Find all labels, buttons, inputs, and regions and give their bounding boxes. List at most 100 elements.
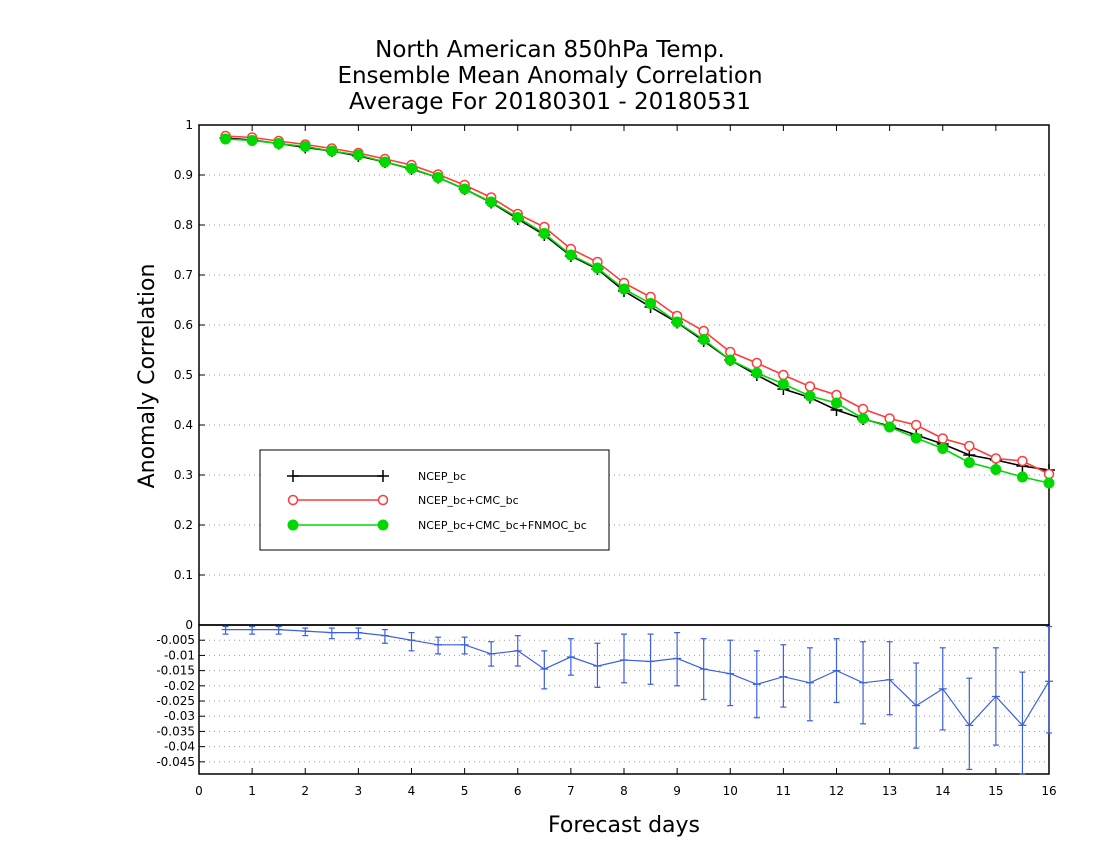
top-y-tick-label: 1 [185,118,193,132]
series-point-ncep-bc-cmc-bc-fnmoc-bc [645,298,657,309]
legend-marker-ncep-bc-cmc-bc [287,494,299,506]
series-point-ncep-bc-cmc-bc-fnmoc-bc [512,212,524,223]
series-point-ncep-bc-cmc-bc-fnmoc-bc [990,464,1002,475]
top-panel-grid [199,174,1049,576]
bottom-y-tick-label: -0.04 [164,740,195,754]
series-point-ncep-bc-cmc-bc [778,369,789,381]
series-point-ncep-bc-cmc-bc-fnmoc-bc [937,443,949,454]
bottom-panel-difference-series [221,625,1053,775]
series-point-ncep-bc-cmc-bc-fnmoc-bc [910,432,922,444]
bottom-y-tick-label: -0.045 [156,755,195,769]
top-y-tick-label: 0.7 [174,268,193,282]
difference-line [225,628,1050,727]
legend: NCEP_bc NCEP_bc+CMC_bc NCEP_bc+CMC_bc+FNMO… [259,449,610,551]
bottom-y-tick-label: -0.02 [164,679,195,693]
series-point-ncep-bc-cmc-bc-fnmoc-bc [777,378,789,390]
series-point-ncep-bc-cmc-bc-fnmoc-bc [299,141,311,152]
series-point-ncep-bc-cmc-bc-fnmoc-bc [831,397,842,409]
bottom-y-tick-label: -0.015 [156,664,195,678]
x-tick-label: 4 [408,784,416,798]
x-tick-label: 1 [248,784,256,798]
x-tick-label: 14 [935,784,950,798]
x-tick-label: 13 [882,784,897,798]
legend-label-ncep-bc-cmc-bc: NCEP_bc+CMC_bc [418,494,519,507]
series-point-ncep-bc-cmc-bc-fnmoc-bc [751,367,763,379]
x-tick-label: 15 [988,784,1003,798]
x-tick-label: 10 [723,784,738,798]
top-y-tick-label: 0.4 [174,418,193,432]
legend-label-ncep-bc-cmc-bc-fnmoc-bc: NCEP_bc+CMC_bc+FNMOC_bc [418,519,587,532]
legend-marker-ncep-bc [287,470,299,482]
series-point-ncep-bc-cmc-bc-fnmoc-bc [671,316,683,328]
chart-title-line-3: Average For 20180301 - 20180531 [348,89,752,115]
chart-title-line-2: Ensemble Mean Anomaly Correlation [337,63,763,89]
x-axis-ticks: 0 1 2 3 4 5 6 7 8 9 10 11 12 13 14 15 16 [195,125,1057,798]
series-point-ncep-bc-cmc-bc-fnmoc-bc [1016,471,1028,483]
series-point-ncep-bc-cmc-bc-fnmoc-bc [379,156,391,168]
series-point-ncep-bc-cmc-bc-fnmoc-bc [406,163,417,174]
series-point-ncep-bc-cmc-bc-fnmoc-bc [432,172,444,183]
legend-marker-ncep-bc-cmc-bc [377,494,389,506]
top-y-tick-label: 0.6 [174,318,193,332]
series-point-ncep-bc-cmc-bc [964,440,975,452]
legend-marker-ncep-bc [377,470,389,482]
bottom-y-tick-label: -0.035 [156,724,195,738]
series-point-ncep-bc-cmc-bc-fnmoc-bc [352,149,364,161]
legend-marker-ncep-bc-cmc-bc-fnmoc-bc [377,519,389,531]
series-point-ncep-bc-cmc-bc-fnmoc-bc [963,457,975,468]
top-panel-series [219,130,1055,489]
series-point-ncep-bc-cmc-bc [910,419,922,431]
chart-title-line-1: North American 850hPa Temp. [375,37,725,63]
top-y-tick-label: 0.9 [174,168,193,182]
y-axis-label: Anomaly Correlation [135,264,160,489]
series-point-ncep-bc-cmc-bc [804,381,816,392]
series-line-ncep-bc [225,137,1050,471]
series-point-ncep-bc-cmc-bc [751,357,763,369]
series-point-ncep-bc-cmc-bc-fnmoc-bc [485,196,497,208]
series-point-ncep-bc-cmc-bc [937,433,948,444]
series-point-ncep-bc-cmc-bc-fnmoc-bc [273,138,285,149]
series-point-ncep-bc-cmc-bc [990,453,1002,464]
legend-items: NCEP_bc NCEP_bc+CMC_bc NCEP_bc+CMC_bc+FNMO… [287,470,587,532]
x-tick-label: 7 [567,784,575,798]
series-line-ncep-bc-cmc-bc-fnmoc-bc [225,138,1050,484]
series-point-ncep-bc-cmc-bc-fnmoc-bc [884,421,896,433]
series-point-ncep-bc-cmc-bc-fnmoc-bc [538,228,550,239]
bottom-panel-y-ticks: -0.005-0.01 -0.015-0.02-0.025-0.03-0.035 -… [156,624,205,769]
series-point-ncep-bc-cmc-bc-fnmoc-bc [326,145,338,157]
x-tick-label: 11 [776,784,791,798]
series-point-ncep-bc-cmc-bc-fnmoc-bc [804,390,816,402]
series-point-ncep-bc-cmc-bc-fnmoc-bc [618,283,630,295]
series-point-ncep-bc-cmc-bc [1017,455,1028,467]
bottom-y-tick-label: -0.025 [156,694,195,708]
x-tick-label: 9 [673,784,681,798]
bottom-y-tick-label: -0.005 [156,633,195,647]
series-point-ncep-bc-cmc-bc-fnmoc-bc [459,183,471,195]
top-y-tick-label: 0.3 [174,468,193,482]
x-tick-label: 0 [195,784,203,798]
x-tick-label: 16 [1041,784,1056,798]
x-tick-label: 5 [461,784,469,798]
x-tick-label: 6 [514,784,522,798]
legend-label-ncep-bc: NCEP_bc [418,470,466,483]
x-tick-label: 12 [829,784,844,798]
top-y-tick-label: 0 [185,618,193,632]
series-line-ncep-bc-cmc-bc [225,135,1050,475]
series-point-ncep-bc-cmc-bc-fnmoc-bc [246,135,258,146]
series-point-ncep-bc-cmc-bc-fnmoc-bc [698,334,710,345]
x-tick-label: 2 [301,784,309,798]
series-point-ncep-bc-cmc-bc [857,403,869,415]
top-panel-y-ticks: 0 0.1 0.2 0.3 0.4 0.5 0.6 0.7 0.8 0.9 1 [174,118,205,632]
top-y-tick-label: 0.5 [174,368,193,382]
series-point-ncep-bc-cmc-bc-fnmoc-bc [565,249,577,261]
series-point-ncep-bc-cmc-bc [1043,468,1055,480]
series-point-ncep-bc-cmc-bc-fnmoc-bc [591,262,603,274]
top-y-tick-label: 0.8 [174,218,193,232]
x-tick-label: 3 [355,784,363,798]
top-y-tick-label: 0.2 [174,518,193,532]
legend-marker-ncep-bc-cmc-bc-fnmoc-bc [287,519,299,531]
x-axis-label: Forecast days [548,813,700,838]
series-point-ncep-bc-cmc-bc-fnmoc-bc [857,413,869,424]
series-point-ncep-bc-cmc-bc-fnmoc-bc [220,133,232,145]
